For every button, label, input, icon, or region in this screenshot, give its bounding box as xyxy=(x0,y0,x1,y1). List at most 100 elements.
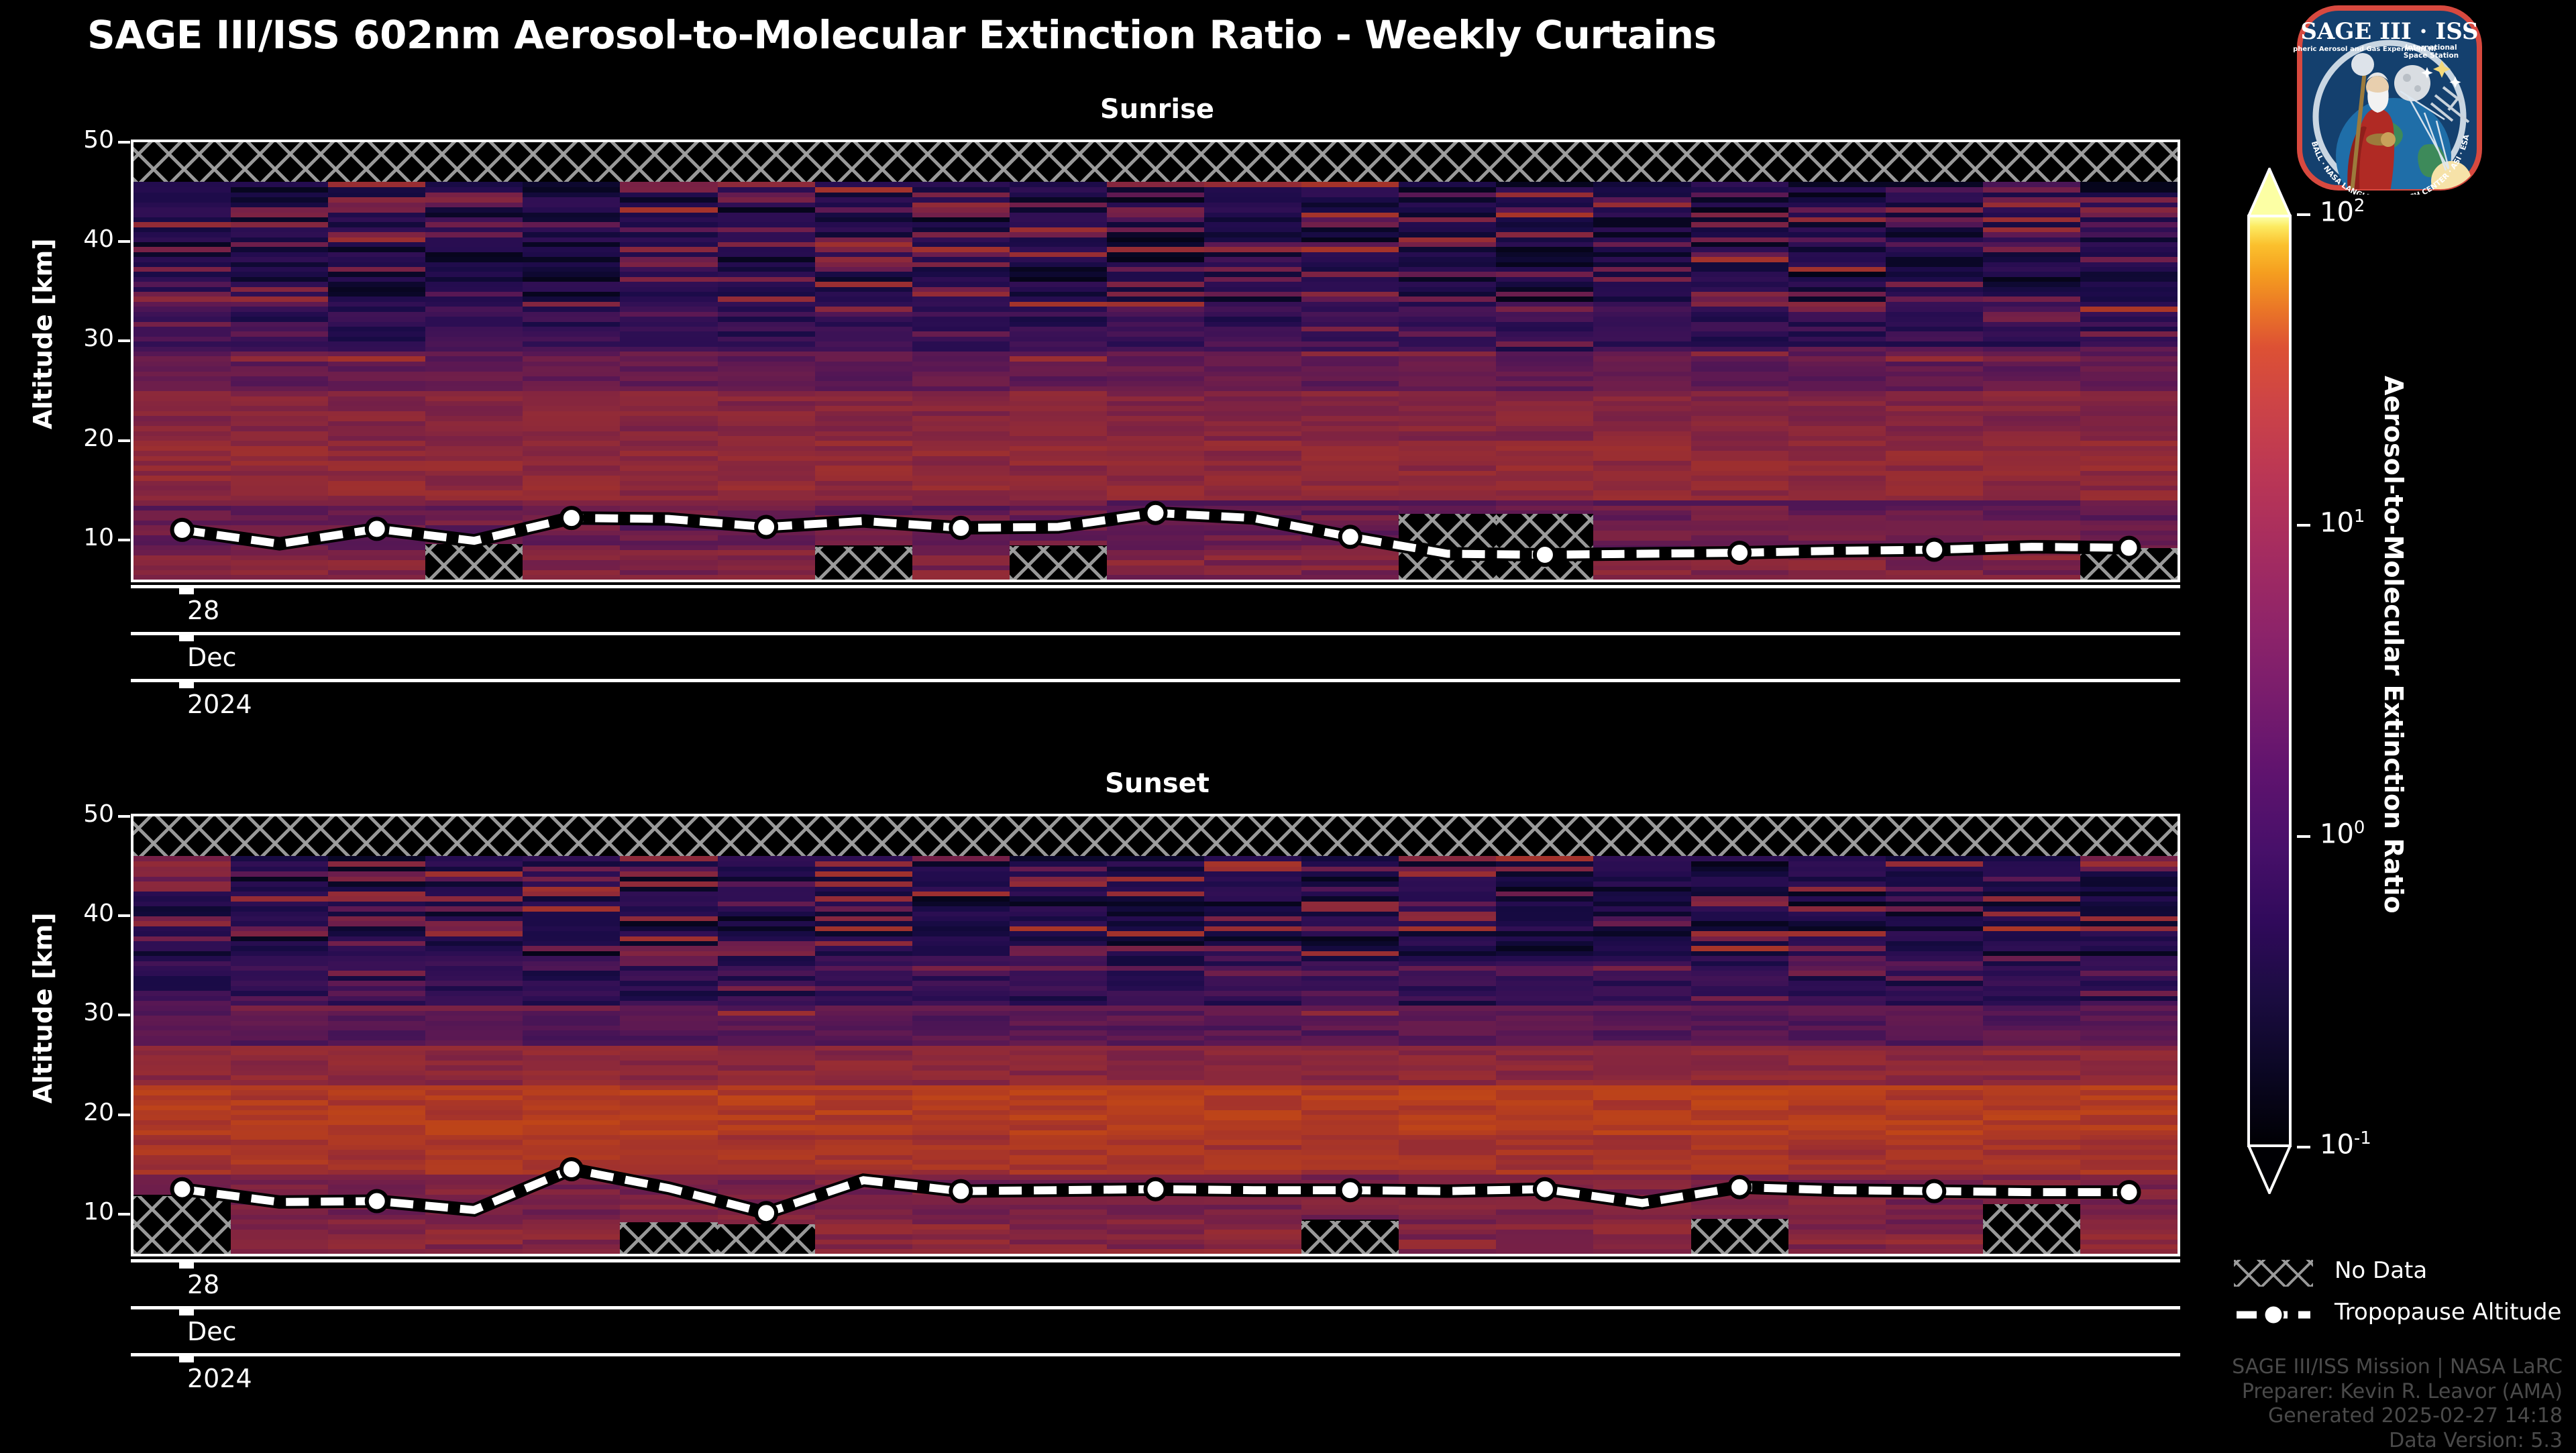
colorbar[interactable]: 102 101 100 10-1 xyxy=(2247,168,2371,1194)
no-data-swatch-icon xyxy=(2234,1260,2313,1287)
no-data-region xyxy=(1982,1203,2081,1254)
y-axis-tick-label: 40 xyxy=(83,225,114,254)
tropopause-marker xyxy=(1338,525,1362,549)
y-axis-tick-mark xyxy=(118,141,130,144)
tropopause-marker xyxy=(2116,535,2141,560)
y-axis-tick-label: 10 xyxy=(83,1197,114,1226)
date-row-day: 28 xyxy=(131,1259,2180,1306)
y-axis-tick-mark xyxy=(118,1212,130,1216)
footer-line-preparer: Preparer: Kevin R. Leavor (AMA) xyxy=(2241,1379,2563,1403)
footer-line-generated: Generated 2025-02-27 14:18 xyxy=(2267,1404,2563,1428)
no-data-region xyxy=(1690,1219,1789,1254)
no-data-region xyxy=(1301,1221,1399,1254)
date-axis-sunrise: 28 Dec 2024 xyxy=(131,585,2180,726)
colorbar-tick-label: 100 xyxy=(2320,817,2365,849)
heatmap-week-column xyxy=(1301,142,1399,580)
legend-label-no-data: No Data xyxy=(2334,1257,2428,1284)
date-day: 28 xyxy=(187,1270,220,1299)
svg-text:SAGE III · ISS: SAGE III · ISS xyxy=(2300,18,2478,45)
legend-label-tropopause: Tropopause Altitude xyxy=(2334,1299,2562,1326)
y-axis-tick-mark xyxy=(118,1014,130,1017)
date-day: 28 xyxy=(187,596,220,625)
heatmap-sunset[interactable] xyxy=(131,814,2180,1256)
heatmap-week-column xyxy=(328,816,426,1254)
svg-text:International: International xyxy=(2405,44,2457,52)
colorbar-arrow-max xyxy=(2247,168,2292,217)
tropopause-marker xyxy=(1727,541,1752,565)
y-axis-tick-mark xyxy=(118,815,130,818)
tropopause-marker xyxy=(1727,1175,1752,1199)
date-month: Dec xyxy=(187,1317,237,1346)
heatmap-week-column xyxy=(425,816,523,1254)
heatmap-week-column xyxy=(2080,816,2178,1254)
colorbar-tick-mark xyxy=(2297,213,2310,216)
tropopause-marker xyxy=(949,1179,973,1203)
y-axis-tick-label: 50 xyxy=(83,126,114,154)
footer-line-mission: SAGE III/ISS Mission | NASA LaRC xyxy=(2232,1355,2563,1379)
heatmap-week-column xyxy=(912,816,1010,1254)
heatmap-week-column xyxy=(1593,142,1692,580)
tropopause-marker xyxy=(1532,543,1557,567)
tropopause-marker xyxy=(170,517,195,542)
y-axis-tick-label: 30 xyxy=(83,999,114,1027)
tropopause-line-sunrise xyxy=(170,500,2141,567)
heatmap-week-column xyxy=(1690,142,1789,580)
date-row-day: 28 xyxy=(131,585,2180,632)
heatmap-week-column xyxy=(231,816,329,1254)
no-data-region-top xyxy=(133,816,2178,857)
panel-title-sunrise: Sunrise xyxy=(1099,94,1215,125)
heatmap-week-column xyxy=(814,816,913,1254)
heatmap-week-column xyxy=(1204,142,1302,580)
tropopause-marker xyxy=(754,515,779,539)
tropopause-marker xyxy=(559,506,584,531)
date-row-year: 2024 xyxy=(131,1353,2180,1400)
heatmap-week-column xyxy=(1009,816,1108,1254)
heatmap-week-column xyxy=(1788,142,1886,580)
sage-iii-iss-mission-patch: SAGE III · ISS Stratospheric Aerosol and… xyxy=(2293,1,2486,195)
svg-text:Stratospheric Aerosol and Gas: Stratospheric Aerosol and Gas Experiment… xyxy=(2293,46,2436,53)
heatmap-sunrise[interactable] xyxy=(131,140,2180,582)
no-data-region xyxy=(425,543,523,580)
heatmap-week-column xyxy=(1106,142,1205,580)
date-axis-sunset: 28 Dec 2024 xyxy=(131,1259,2180,1400)
colorbar-tick-label: 10-1 xyxy=(2320,1128,2371,1161)
tropopause-marker xyxy=(1532,1177,1557,1201)
tropopause-marker xyxy=(754,1201,779,1226)
heatmap-week-column xyxy=(620,142,718,580)
tropopause-line-sunset xyxy=(170,1157,2141,1226)
heatmap-week-column xyxy=(1496,816,1595,1254)
heatmap-week-column xyxy=(1496,142,1595,580)
tropopause-swatch-icon xyxy=(2237,1304,2310,1326)
heatmap-week-column xyxy=(328,142,426,580)
heatmap-week-column xyxy=(133,142,231,580)
colorbar-tick-mark xyxy=(2297,1146,2310,1148)
y-axis-tick-mark xyxy=(118,240,130,244)
heatmap-week-column xyxy=(2080,142,2178,580)
tropopause-marker xyxy=(559,1157,584,1181)
date-month: Dec xyxy=(187,643,237,672)
date-year: 2024 xyxy=(187,690,252,719)
tropopause-marker xyxy=(1922,1179,1947,1203)
panel-title-sunset: Sunset xyxy=(1105,768,1210,799)
y-axis-tick-mark xyxy=(118,538,130,541)
no-data-region xyxy=(1009,545,1108,580)
no-data-region xyxy=(133,1196,231,1254)
tropopause-marker xyxy=(1143,1177,1168,1201)
y-axis-tick-mark xyxy=(118,914,130,918)
y-axis-tick-mark xyxy=(118,339,130,343)
no-data-region-top xyxy=(133,142,2178,182)
date-year: 2024 xyxy=(187,1364,252,1393)
heatmap-week-column xyxy=(1399,142,1497,580)
heatmap-week-column xyxy=(231,142,329,580)
date-row-month: Dec xyxy=(131,632,2180,679)
legend: No Data Tropopause Altitude xyxy=(2234,1254,2569,1338)
no-data-region xyxy=(717,1224,816,1254)
heatmap-week-column xyxy=(1301,816,1399,1254)
y-axis-tick-label: 30 xyxy=(83,325,114,353)
y-axis-tick-label: 40 xyxy=(83,900,114,928)
y-axis-tick-label: 20 xyxy=(83,1098,114,1126)
tropopause-marker xyxy=(1143,500,1168,525)
y-axis-tick-mark xyxy=(118,1113,130,1116)
colorbar-tick-label: 101 xyxy=(2320,506,2365,539)
colorbar-tick-mark xyxy=(2297,524,2310,527)
